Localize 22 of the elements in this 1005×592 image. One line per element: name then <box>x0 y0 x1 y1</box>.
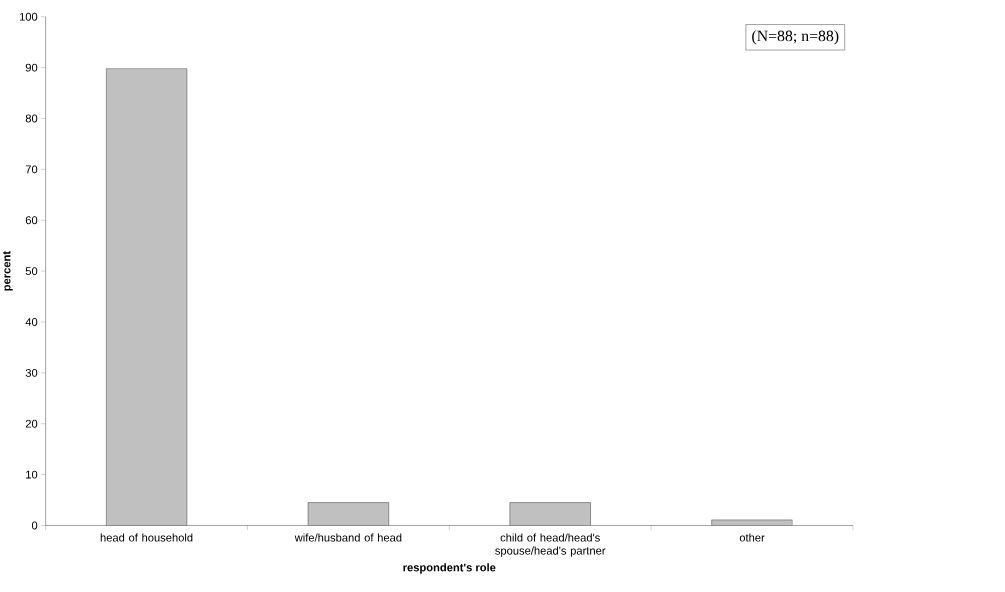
y-tick-label: 70 <box>25 165 38 174</box>
y-tick-label: 20 <box>25 420 38 428</box>
bar <box>711 519 793 526</box>
x-tick-label: wife/husband of head <box>294 533 402 542</box>
x-axis-title: respondent's role <box>403 563 496 574</box>
annotation: (N=88; n=88) <box>752 30 839 45</box>
y-axis-title: percent <box>3 251 13 291</box>
x-tick-label: other <box>739 533 765 542</box>
x-tick-label: child of head/head's spouse/head's partner <box>495 533 606 558</box>
y-tick-label: 50 <box>25 267 38 276</box>
y-tick-label: 90 <box>25 63 38 72</box>
bar <box>307 502 389 526</box>
y-tick-label: 80 <box>25 114 38 123</box>
bar <box>106 68 188 526</box>
y-tick-label: 10 <box>26 470 38 479</box>
y-tick-label: 30 <box>25 369 38 378</box>
bar <box>509 502 591 526</box>
y-tick-label: 100 <box>19 13 38 21</box>
y-tick-label: 40 <box>25 318 38 327</box>
y-tick-label: 0 <box>31 521 38 530</box>
y-tick-label: 60 <box>25 216 38 225</box>
x-tick-label: head of household <box>100 533 193 542</box>
